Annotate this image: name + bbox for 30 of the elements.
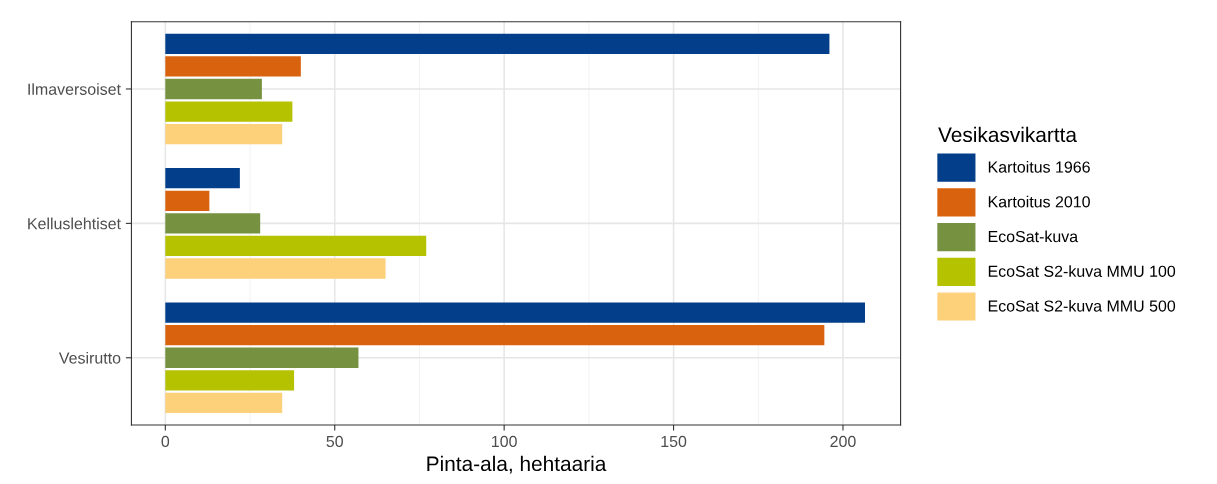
bar [165, 190, 210, 211]
legend-label: Kartoitus 2010 [988, 195, 1090, 208]
bar [165, 168, 240, 189]
bar [165, 56, 301, 77]
x-axis-title: Pinta-ala, hehtaaria [427, 455, 607, 474]
x-tick-label: 50 [326, 435, 343, 448]
y-tick-label: Kelluslehtiset [28, 217, 121, 230]
bar [165, 302, 865, 323]
legend-label: Kartoitus 1966 [988, 161, 1090, 173]
x-tick-label: 150 [661, 435, 687, 448]
x-tick-label: 0 [161, 435, 170, 448]
legend-label: EcoSat-kuva [988, 230, 1079, 243]
x-tick-label: 200 [830, 435, 856, 448]
bar [165, 123, 283, 145]
bar [165, 258, 386, 279]
bar [165, 235, 427, 257]
bar [165, 392, 283, 414]
bar [165, 347, 359, 368]
bar [165, 33, 830, 54]
bar [165, 78, 262, 100]
x-tick-label: 100 [492, 435, 517, 448]
y-tick-label: Vesirutto [58, 351, 121, 364]
bar [165, 213, 261, 234]
bar [165, 101, 293, 122]
bar [165, 370, 295, 391]
legend-label: EcoSat S2-kuva MMU 500 [988, 299, 1176, 312]
y-tick-label: Ilmaversoiset [28, 83, 121, 95]
legend-title: Vesikasvikartta [938, 126, 1077, 143]
bar [165, 325, 825, 346]
legend-label: EcoSat S2-kuva MMU 100 [988, 265, 1176, 277]
